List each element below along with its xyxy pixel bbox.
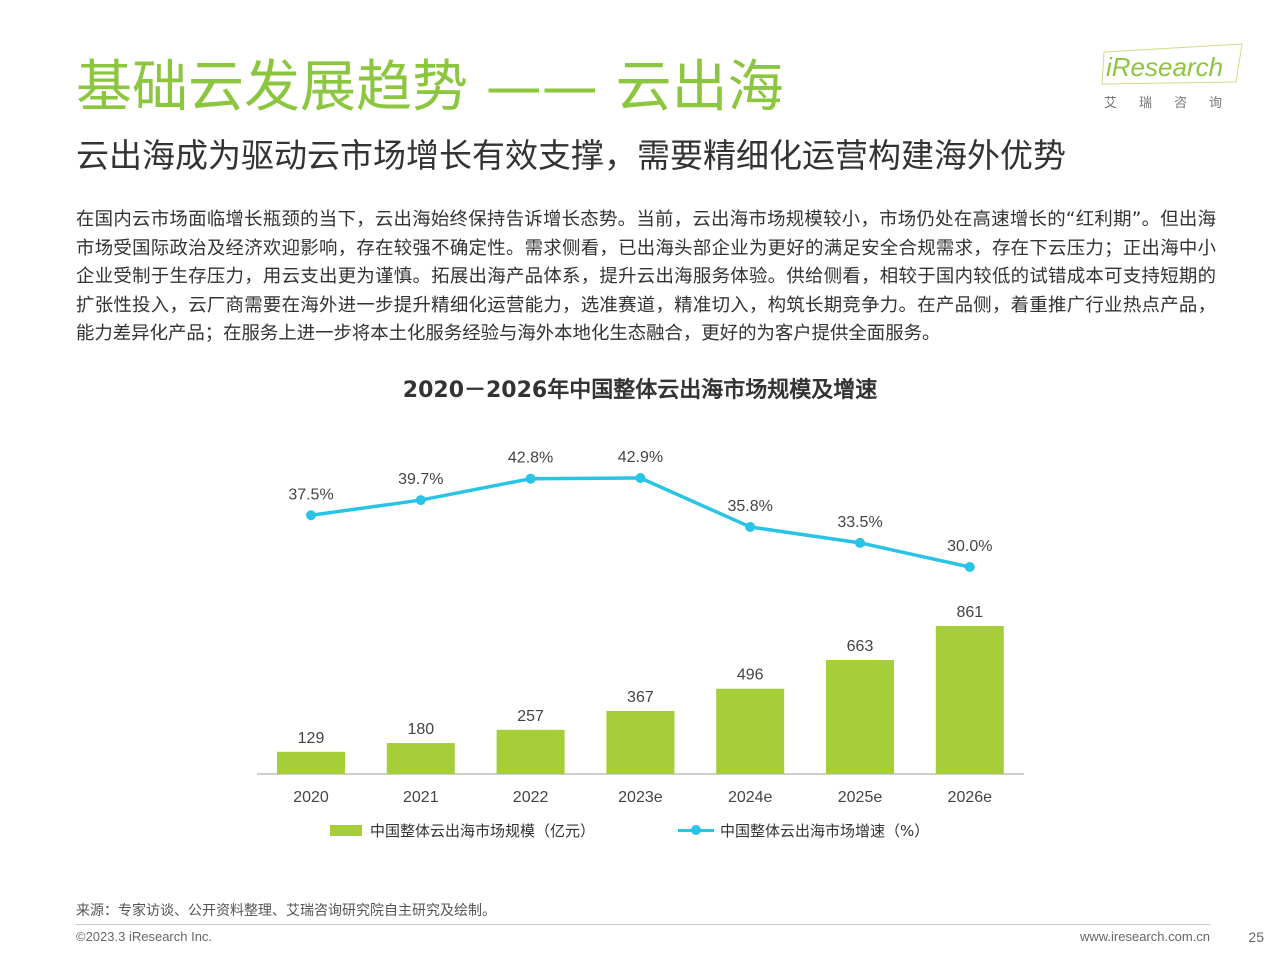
x-tick-label: 2024e <box>728 789 773 806</box>
copyright: ©2023.3 iResearch Inc. <box>76 929 213 944</box>
growth-point <box>745 521 756 532</box>
website-link[interactable]: www.iresearch.com.cn <box>1079 929 1210 944</box>
page-title: 基础云发展趋势 —— 云出海 <box>76 55 784 120</box>
growth-value-label: 33.5% <box>837 514 882 531</box>
chart-title: 2020－2026年中国整体云出海市场规模及增速 <box>402 378 878 403</box>
growth-point <box>964 562 975 572</box>
intro-paragraph: 在国内云市场面临增长瓶颈的当下，云出海始终保持告诉增长态势。当前，云出海市场规模… <box>76 209 1216 344</box>
growth-point <box>525 473 536 484</box>
page-number: 25 <box>1248 929 1264 945</box>
bar <box>826 660 894 774</box>
growth-point <box>855 537 865 548</box>
bar <box>716 688 785 774</box>
bar-value-label: 129 <box>298 730 325 747</box>
logo-brand-text: iResearch <box>1106 52 1224 82</box>
bar <box>606 710 675 774</box>
iresearch-logo: iResearch 艾瑞咨询 <box>1100 42 1250 114</box>
legend-label-line: 中国整体云出海市场增速（%） <box>720 822 930 840</box>
legend-item-bar: 中国整体云出海市场规模（亿元） <box>330 820 595 841</box>
x-tick-label: 2021 <box>403 789 439 806</box>
legend-bar-swatch <box>330 825 362 836</box>
logo-badge-icon <box>1101 43 1243 85</box>
x-tick-label: 2022 <box>513 789 549 806</box>
legend-line-swatch <box>678 825 714 836</box>
bar-value-label: 861 <box>956 604 983 621</box>
source-note: 来源：专家访谈、公开资料整理、艾瑞咨询研究院自主研究及绘制。 <box>76 903 496 919</box>
growth-point <box>635 473 646 483</box>
bar-value-label: 257 <box>517 708 544 725</box>
bar <box>935 626 1004 774</box>
growth-value-label: 42.8% <box>508 450 553 467</box>
growth-value-label: 35.8% <box>728 498 773 515</box>
x-tick-label: 2025e <box>838 789 883 806</box>
logo-sub-text: 艾瑞咨询 <box>1104 96 1245 111</box>
growth-value-label: 30.0% <box>947 538 992 555</box>
legend-item-line: 中国整体云出海市场增速（%） <box>678 820 929 841</box>
bar-value-label: 180 <box>407 721 434 738</box>
growth-value-label: 37.5% <box>288 486 333 503</box>
x-tick-label: 2023e <box>618 789 663 806</box>
growth-value-label: 39.7% <box>398 471 443 488</box>
bar <box>277 751 345 774</box>
growth-point <box>306 510 316 521</box>
bar <box>386 743 455 774</box>
growth-point <box>415 495 426 506</box>
x-tick-label: 2020 <box>293 789 329 806</box>
footer-divider <box>76 924 1210 925</box>
bar-value-label: 367 <box>627 689 654 706</box>
bar-value-label: 663 <box>847 638 874 655</box>
growth-value-label: 42.9% <box>618 449 663 466</box>
x-tick-label: 2026e <box>948 789 993 806</box>
bar <box>496 729 565 774</box>
bar-value-label: 496 <box>737 667 764 684</box>
page-subtitle: 云出海成为驱动云市场增长有效支撑，需要精细化运营构建海外优势 <box>76 136 1066 175</box>
legend-label-bar: 中国整体云出海市场规模（亿元） <box>370 822 596 840</box>
